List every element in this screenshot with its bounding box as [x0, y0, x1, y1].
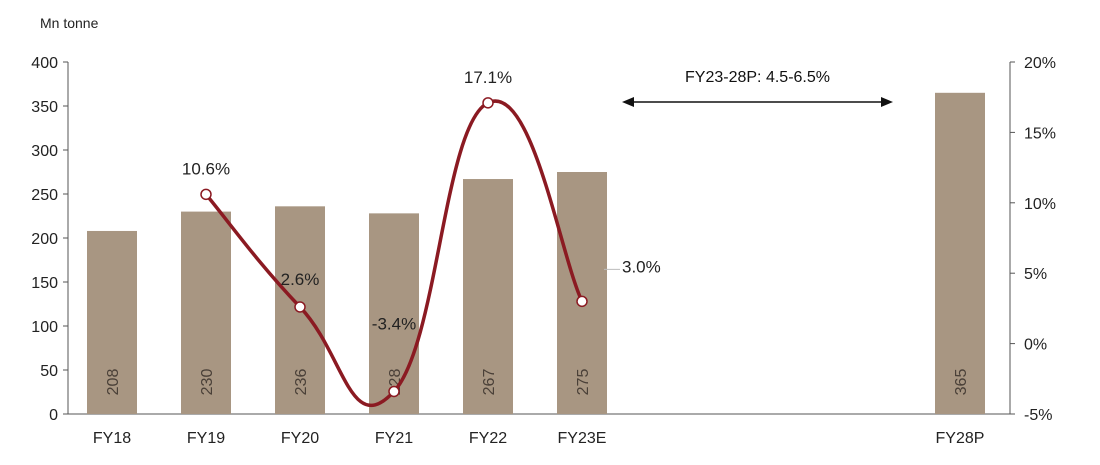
bar: [87, 230, 137, 414]
bar-series: 208 230 236 228 267 275 365: [87, 92, 985, 415]
cagr-annotation: FY23-28P: 4.5-6.5%: [622, 69, 893, 107]
bar-value-label: 275: [575, 369, 592, 396]
growth-point: [200, 188, 212, 201]
y-left-tick-label: 150: [31, 275, 58, 292]
growth-point: [482, 97, 494, 109]
x-tick-label: FY20: [281, 430, 319, 447]
bar-value-label: 230: [199, 369, 216, 396]
bar: [557, 172, 607, 414]
y-right-tick-label: 15%: [1024, 125, 1056, 142]
y-right-tick-label: 10%: [1024, 196, 1056, 213]
y-left-tick-label: 400: [31, 55, 58, 72]
y-right-tick-label: 0%: [1024, 337, 1047, 354]
y-right-tick-label: -5%: [1024, 407, 1052, 424]
growth-label: 3.0%: [622, 257, 661, 276]
growth-label: 10.6%: [182, 159, 230, 178]
y-left-tick-label: 300: [31, 143, 58, 160]
arrowhead-left-icon: [622, 97, 634, 107]
y-left-tick-label: 100: [31, 319, 58, 336]
y-left-tick-label: 350: [31, 99, 58, 116]
y-right-tick-label: 5%: [1024, 266, 1047, 283]
growth-line: [204, 99, 584, 408]
y-left-tick-label: 200: [31, 231, 58, 248]
bar-value-label: 208: [105, 369, 122, 396]
bar-value-label: 267: [481, 369, 498, 396]
growth-series: 10.6% 2.6% -3.4% 17.1% 3.0%: [182, 68, 661, 408]
growth-point: [576, 295, 588, 308]
growth-label: -3.4%: [372, 314, 416, 333]
growth-point: [294, 301, 306, 313]
bar: [463, 179, 513, 414]
y-left-tick-label: 0: [49, 407, 58, 424]
bar-value-label: 236: [293, 369, 310, 396]
annotation-label: FY23-28P: 4.5-6.5%: [685, 69, 830, 86]
bar: [369, 213, 419, 414]
bar: [935, 92, 985, 415]
y-right-tick-label: 20%: [1024, 55, 1056, 72]
growth-point: [388, 385, 400, 398]
x-tick-label: FY21: [375, 430, 413, 447]
bar: [181, 211, 231, 414]
y-left-unit-label: Mn tonne: [40, 15, 99, 31]
axes: 0 50 100 150 200 250 300 350 400 -5% 0% 5% 10% 15% 20%…: [31, 55, 1056, 447]
bar-value-label: 365: [953, 369, 970, 396]
growth-label: 2.6%: [281, 270, 320, 289]
x-tick-label: FY19: [187, 430, 225, 447]
x-tick-label: FY22: [469, 430, 507, 447]
growth-label: 17.1%: [464, 68, 512, 87]
x-tick-label: FY18: [93, 430, 131, 447]
x-tick-label: FY23E: [558, 430, 607, 447]
arrowhead-right-icon: [881, 97, 893, 107]
y-left-tick-label: 50: [40, 363, 58, 380]
x-tick-label: FY28P: [936, 430, 985, 447]
y-left-tick-label: 250: [31, 187, 58, 204]
